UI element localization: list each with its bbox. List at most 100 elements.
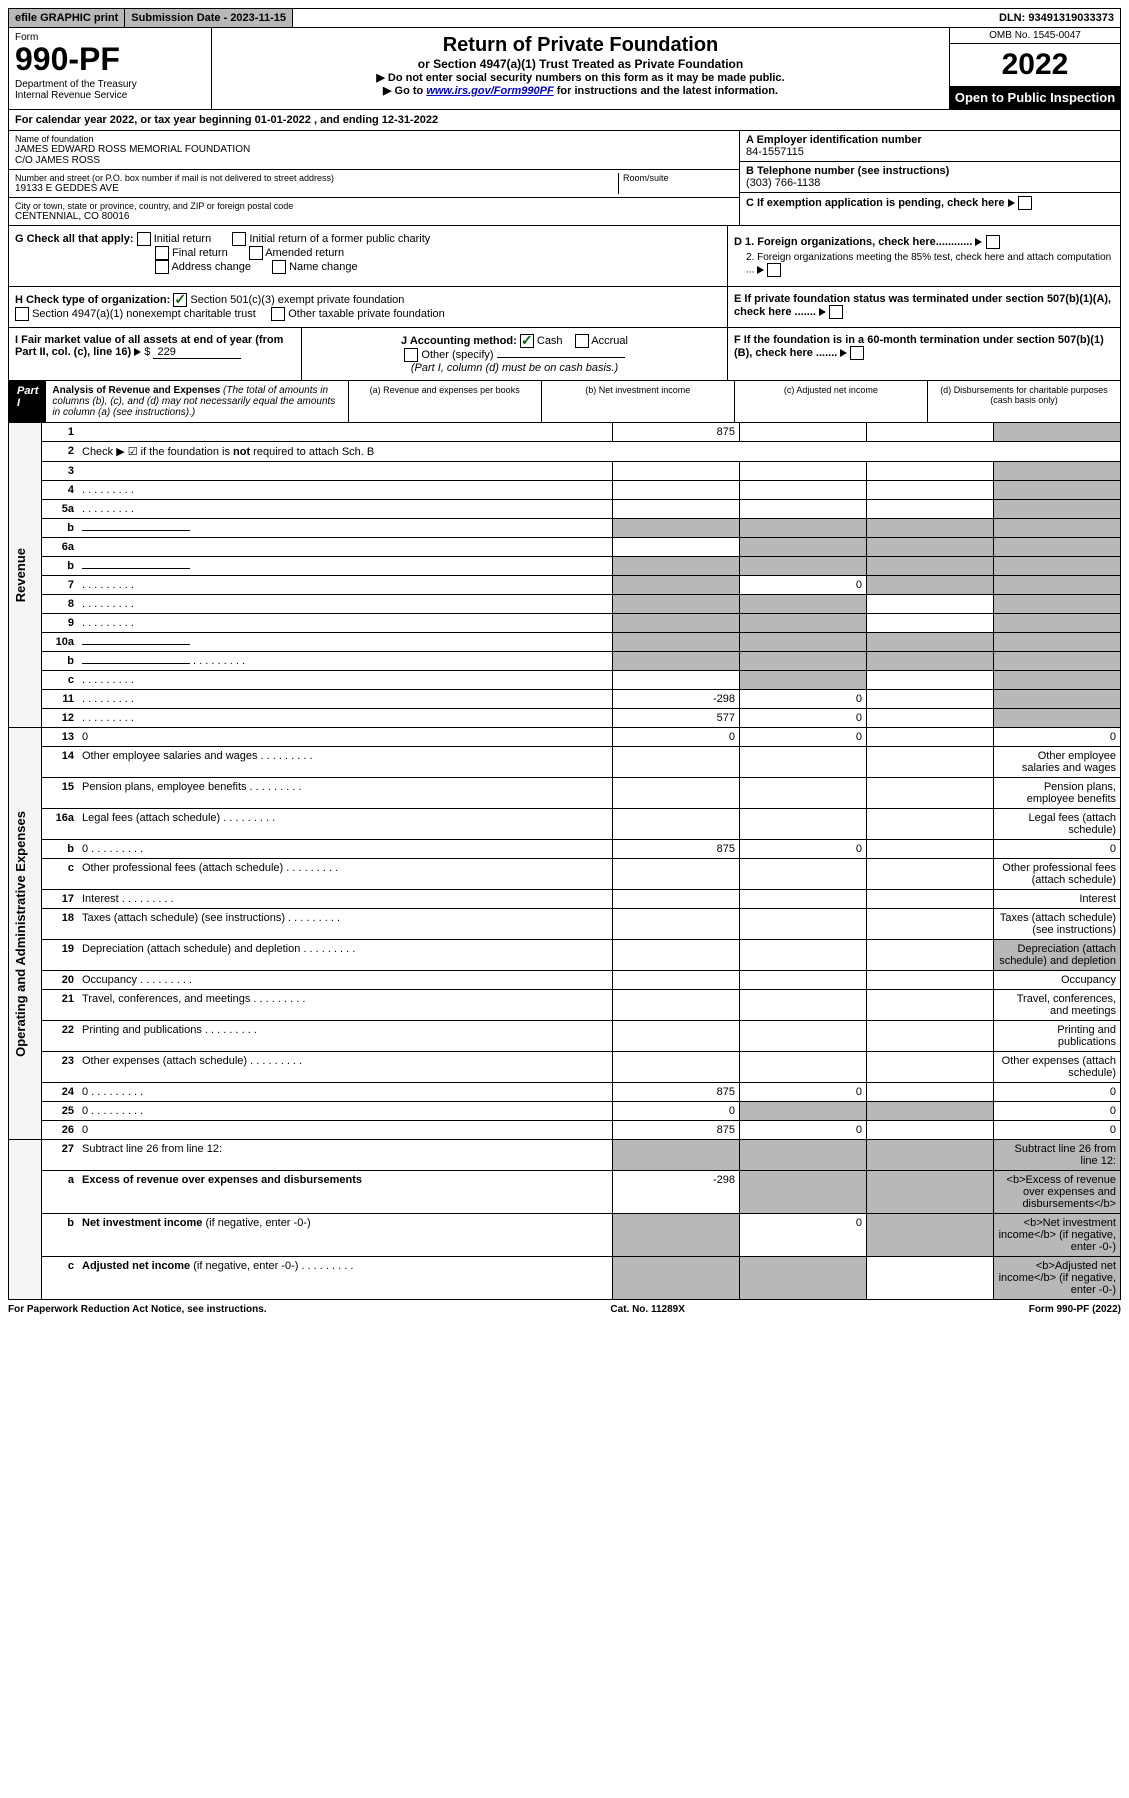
g-initial-public-checkbox[interactable] (232, 232, 246, 246)
cell-c (867, 519, 994, 538)
cell-c (867, 859, 994, 890)
instr-link[interactable]: www.irs.gov/Form990PF (426, 85, 553, 97)
cell-a (613, 557, 740, 576)
row-desc: Adjusted net income (if negative, enter … (78, 1257, 613, 1300)
cell-d: 0 (994, 840, 1121, 859)
cell-b (740, 633, 867, 652)
cell-a (613, 778, 740, 809)
cell-d: Printing and publications (994, 1021, 1121, 1052)
row-desc: Other expenses (attach schedule) (78, 1052, 613, 1083)
c-checkbox[interactable] (1018, 196, 1032, 210)
cell-c (867, 809, 994, 840)
efile-button[interactable]: efile GRAPHIC print (9, 9, 125, 27)
cell-d (994, 690, 1121, 709)
street-address: 19133 E GEDDES AVE (15, 183, 614, 194)
cell-b (740, 990, 867, 1021)
cell-d (994, 481, 1121, 500)
row-desc: 0 (78, 1083, 613, 1102)
cell-c (867, 481, 994, 500)
cell-b: 0 (740, 728, 867, 747)
cell-b (740, 595, 867, 614)
cell-c (867, 747, 994, 778)
cell-a (613, 909, 740, 940)
cell-d (994, 709, 1121, 728)
ein-label: A Employer identification number (746, 134, 1114, 146)
cell-d (994, 614, 1121, 633)
phone-value: (303) 766-1138 (746, 177, 1114, 189)
cell-d (994, 633, 1121, 652)
cell-d: <b>Adjusted net income</b> (if negative,… (994, 1257, 1121, 1300)
e-checkbox[interactable] (829, 305, 843, 319)
j-other-checkbox[interactable] (404, 348, 418, 362)
j-accrual-checkbox[interactable] (575, 334, 589, 348)
cell-a (613, 971, 740, 990)
cell-b (740, 1257, 867, 1300)
row-number: 12 (42, 709, 79, 728)
g-initial-checkbox[interactable] (137, 232, 151, 246)
cell-c (867, 1021, 994, 1052)
g-name-checkbox[interactable] (272, 260, 286, 274)
row-desc: 0 (78, 1102, 613, 1121)
row-desc (78, 709, 613, 728)
row-desc: Subtract line 26 from line 12: (78, 1140, 613, 1171)
d2-checkbox[interactable] (767, 263, 781, 277)
row-number: 14 (42, 747, 79, 778)
cell-a (613, 538, 740, 557)
h-other-checkbox[interactable] (271, 307, 285, 321)
cell-a: -298 (613, 690, 740, 709)
row-desc (78, 690, 613, 709)
cell-c (867, 890, 994, 909)
cell-c (867, 500, 994, 519)
c-label: C If exemption application is pending, c… (746, 197, 1005, 209)
cell-c (867, 709, 994, 728)
cell-b: 0 (740, 1083, 867, 1102)
j-cash-checkbox[interactable] (520, 334, 534, 348)
row-desc (78, 423, 613, 442)
ij-section: I Fair market value of all assets at end… (8, 328, 1121, 381)
f-checkbox[interactable] (850, 346, 864, 360)
cell-a (613, 500, 740, 519)
h-4947-checkbox[interactable] (15, 307, 29, 321)
cell-d: Other expenses (attach schedule) (994, 1052, 1121, 1083)
g-final-checkbox[interactable] (155, 246, 169, 260)
cell-d: Other professional fees (attach schedule… (994, 859, 1121, 890)
form-title: Return of Private Foundation (218, 34, 943, 57)
h-501c3-checkbox[interactable] (173, 293, 187, 307)
dln: DLN: 93491319033373 (993, 9, 1120, 27)
cell-b: 0 (740, 1121, 867, 1140)
cell-d: Travel, conferences, and meetings (994, 990, 1121, 1021)
row-number: 18 (42, 909, 79, 940)
cell-a (613, 747, 740, 778)
sidebar-label (9, 1140, 42, 1300)
row-number: 4 (42, 481, 79, 500)
g-address-checkbox[interactable] (155, 260, 169, 274)
instr-1: ▶ Do not enter social security numbers o… (218, 71, 943, 84)
city-state-zip: CENTENNIAL, CO 80016 (15, 211, 733, 222)
row-number: c (42, 1257, 79, 1300)
cell-b (740, 940, 867, 971)
row-number: 3 (42, 462, 79, 481)
cell-c (867, 652, 994, 671)
cell-c (867, 1171, 994, 1214)
cell-d: Pension plans, employee benefits (994, 778, 1121, 809)
d1-checkbox[interactable] (986, 235, 1000, 249)
part1-header: Part I Analysis of Revenue and Expenses … (8, 381, 1121, 423)
cell-d (994, 576, 1121, 595)
row-number: 1 (42, 423, 79, 442)
cell-c (867, 595, 994, 614)
row-desc: Occupancy (78, 971, 613, 990)
row-number: 9 (42, 614, 79, 633)
room-label: Room/suite (623, 173, 733, 183)
row-number: 21 (42, 990, 79, 1021)
arrow-icon (757, 266, 764, 274)
cell-b (740, 1140, 867, 1171)
cell-c (867, 1257, 994, 1300)
row-number: c (42, 859, 79, 890)
cell-d: Depreciation (attach schedule) and deple… (994, 940, 1121, 971)
cell-c (867, 690, 994, 709)
row-desc: Other professional fees (attach schedule… (78, 859, 613, 890)
row-desc: Other employee salaries and wages (78, 747, 613, 778)
sidebar-label: Revenue (9, 423, 42, 728)
row-number: 2 (42, 442, 79, 462)
g-amended-checkbox[interactable] (249, 246, 263, 260)
